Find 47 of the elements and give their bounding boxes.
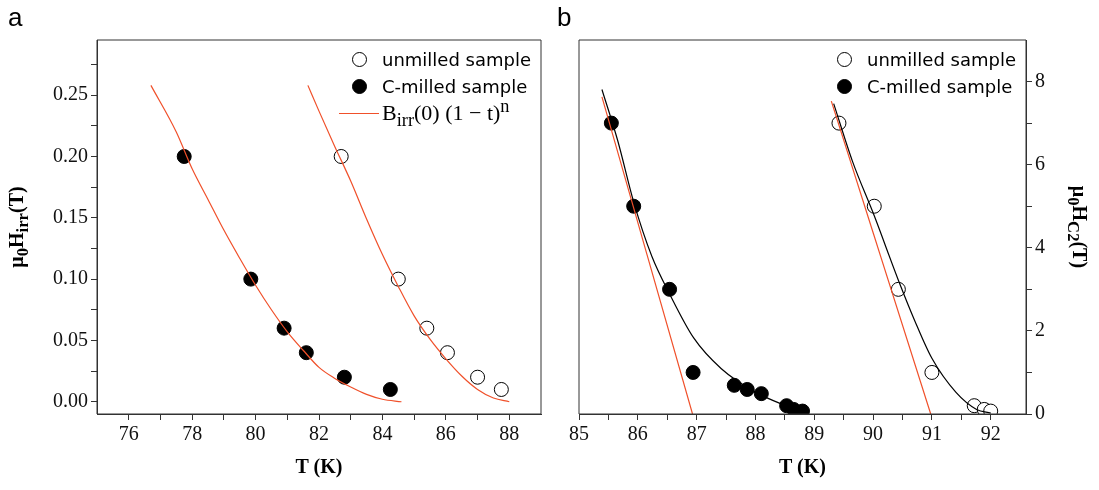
x-tick-label: 80 bbox=[245, 422, 266, 445]
chart-title: a bbox=[8, 2, 23, 33]
point bbox=[753, 386, 769, 402]
y2-tick-label: 2 bbox=[1035, 318, 1045, 341]
x-tick-label: 92 bbox=[980, 422, 1001, 445]
y-tick-label: 0.05 bbox=[53, 327, 88, 350]
point bbox=[924, 364, 940, 380]
point bbox=[662, 281, 678, 297]
point bbox=[739, 381, 755, 397]
point bbox=[493, 381, 509, 397]
x-axis-title: T (K) bbox=[779, 455, 826, 478]
legend-label: unmilled sample bbox=[867, 49, 1017, 70]
point bbox=[419, 320, 435, 336]
legend-label: C-milled sample bbox=[382, 76, 528, 97]
y-tick-label: 0.25 bbox=[53, 82, 88, 105]
x-tick-label: 84 bbox=[372, 422, 393, 445]
y-tick-label: 0.15 bbox=[53, 205, 88, 228]
x-tick-label: 91 bbox=[921, 422, 942, 445]
x-tick-label: 86 bbox=[627, 422, 648, 445]
y2-tick-label: 4 bbox=[1035, 235, 1045, 258]
y2-tick-label: 0 bbox=[1035, 401, 1045, 424]
point bbox=[685, 364, 701, 380]
x-tick-label: 88 bbox=[745, 422, 766, 445]
y2-tick-label: 6 bbox=[1035, 151, 1045, 174]
point bbox=[470, 369, 486, 385]
text: 0.00 bbox=[53, 388, 88, 411]
x-tick-label: 85 bbox=[569, 422, 589, 445]
point bbox=[336, 369, 352, 385]
x-tick-label: 82 bbox=[309, 422, 329, 445]
x-tick-label: 76 bbox=[118, 422, 139, 445]
x-tick-label: 90 bbox=[863, 422, 884, 445]
y-tick-label: 0.20 bbox=[53, 143, 88, 166]
legend-label: B$_{irr}$(0) (1 − t)$^{n}$ bbox=[382, 96, 510, 131]
x-tick-label: 88 bbox=[499, 422, 520, 445]
x-tick-label: 89 bbox=[804, 422, 825, 445]
point bbox=[439, 345, 455, 361]
x-tick-label: 87 bbox=[686, 422, 707, 445]
legend-label: C-milled sample bbox=[867, 76, 1013, 97]
x-tick-label: 86 bbox=[435, 422, 456, 445]
legend-label: unmilled sample bbox=[382, 49, 532, 70]
x-tick-label: 78 bbox=[182, 422, 203, 445]
x-axis-title: T (K) bbox=[295, 455, 343, 478]
y2-tick-label: 8 bbox=[1035, 68, 1045, 91]
chart-title: b bbox=[557, 2, 572, 33]
y-tick-label: 0.10 bbox=[53, 266, 88, 289]
point bbox=[382, 381, 398, 397]
point bbox=[726, 377, 742, 393]
